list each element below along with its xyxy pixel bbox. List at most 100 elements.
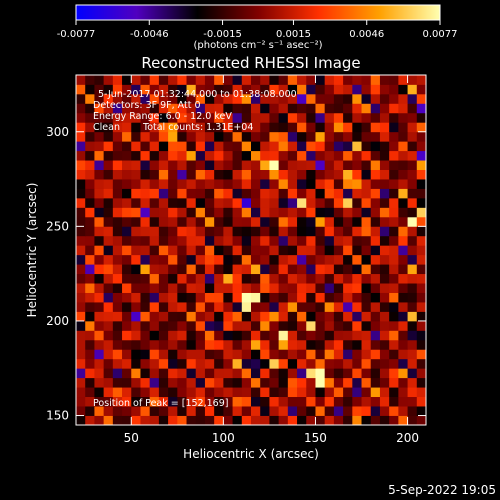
heatmap-cell — [398, 368, 408, 379]
heatmap-cell — [85, 330, 95, 341]
heatmap-cell — [241, 226, 252, 237]
heatmap-cell — [140, 216, 151, 227]
heatmap-cell — [379, 264, 390, 275]
heatmap-cell — [158, 406, 169, 416]
heatmap-cell — [232, 339, 243, 350]
heatmap-cell — [407, 339, 418, 350]
heatmap-cell — [177, 387, 187, 398]
heatmap-cell — [260, 75, 270, 85]
x-axis-label: Heliocentric X (arcsec) — [183, 447, 319, 461]
heatmap-cell — [149, 84, 160, 95]
heatmap-cell — [389, 150, 399, 161]
heatmap-cell — [177, 406, 187, 416]
heatmap-cell — [94, 84, 105, 95]
heatmap-cell — [379, 150, 390, 161]
heatmap-cell — [416, 254, 426, 265]
heatmap-cell — [287, 330, 298, 341]
heatmap-cell — [379, 387, 390, 398]
heatmap-cell — [223, 141, 233, 152]
heatmap-cell — [361, 150, 372, 161]
heatmap-cell — [278, 377, 289, 388]
heatmap-cell — [260, 358, 270, 369]
heatmap-cell — [287, 292, 298, 303]
heatmap-cell — [278, 169, 289, 180]
heatmap-cell — [361, 197, 372, 208]
heatmap-cell — [324, 377, 335, 388]
heatmap-cell — [251, 131, 261, 142]
heatmap-cell — [195, 415, 206, 425]
heatmap-cell — [122, 283, 132, 293]
heatmap-cell — [352, 235, 362, 246]
heatmap-cell — [168, 179, 178, 189]
heatmap-cell — [232, 273, 243, 284]
heatmap-cell — [389, 377, 399, 388]
heatmap-cell — [315, 377, 326, 388]
heatmap-cell — [140, 207, 151, 218]
heatmap-cell — [204, 387, 215, 398]
heatmap-cell — [315, 320, 326, 331]
heatmap-cell — [398, 75, 408, 85]
heatmap-cell — [158, 169, 169, 180]
heatmap-cell — [131, 415, 141, 425]
heatmap-cell — [94, 406, 105, 416]
heatmap-cell — [260, 169, 270, 180]
heatmap-cell — [398, 112, 408, 123]
heatmap-cell — [122, 226, 132, 237]
heatmap-cell — [278, 150, 289, 161]
heatmap-cell — [333, 141, 344, 152]
heatmap-cell — [177, 131, 187, 142]
heatmap-cell — [398, 131, 408, 142]
heatmap-cell — [407, 387, 418, 398]
heatmap-cell — [379, 406, 390, 416]
heatmap-cell — [122, 216, 132, 227]
heatmap-cell — [214, 216, 224, 227]
heatmap-cell — [177, 141, 187, 152]
heatmap-cell — [177, 330, 187, 341]
heatmap-cell — [241, 349, 252, 360]
heatmap-cell — [333, 207, 344, 218]
heatmap-cell — [343, 245, 353, 256]
heatmap-cell — [370, 188, 381, 199]
annotation-total-counts: Total counts: 1.31E+04 — [142, 122, 253, 133]
heatmap-cell — [251, 302, 261, 312]
heatmap-cell — [112, 179, 123, 189]
heatmap-cell — [223, 197, 233, 208]
heatmap-cell — [232, 264, 243, 275]
heatmap-cell — [232, 122, 243, 133]
heatmap-cell — [260, 273, 270, 284]
heatmap-cell — [416, 330, 426, 341]
heatmap-cell — [269, 207, 280, 218]
heatmap-cell — [379, 103, 390, 114]
heatmap-cell — [76, 349, 86, 360]
heatmap-cell — [407, 283, 418, 293]
heatmap-cell — [204, 349, 215, 360]
heatmap-cell — [195, 131, 206, 142]
heatmap-cell — [251, 387, 261, 398]
heatmap-cell — [315, 302, 326, 312]
heatmap-cell — [278, 320, 289, 331]
heatmap-cell — [398, 103, 408, 114]
heatmap-cell — [315, 169, 326, 180]
heatmap-cell — [94, 292, 105, 303]
heatmap-cell — [168, 169, 178, 180]
heatmap-cell — [241, 207, 252, 218]
heatmap-cell — [177, 179, 187, 189]
heatmap-cell — [269, 131, 280, 142]
heatmap-cell — [416, 283, 426, 293]
heatmap-cell — [131, 160, 141, 170]
heatmap-cell — [398, 387, 408, 398]
heatmap-cell — [168, 311, 178, 322]
heatmap-cell — [260, 264, 270, 275]
x-tick-label: 200 — [396, 431, 419, 445]
heatmap-cell — [94, 415, 105, 425]
heatmap-cell — [389, 235, 399, 246]
heatmap-cell — [269, 93, 280, 104]
annotation-time: 5-Jun-2017 01:32:44.000 to 01:38:08.000 — [98, 89, 297, 100]
heatmap-cell — [297, 122, 307, 133]
heatmap-cell — [379, 292, 390, 303]
heatmap-cell — [76, 245, 86, 256]
heatmap-cell — [214, 103, 224, 114]
heatmap-cell — [260, 103, 270, 114]
heatmap-cell — [278, 75, 289, 85]
heatmap-cell — [278, 368, 289, 379]
